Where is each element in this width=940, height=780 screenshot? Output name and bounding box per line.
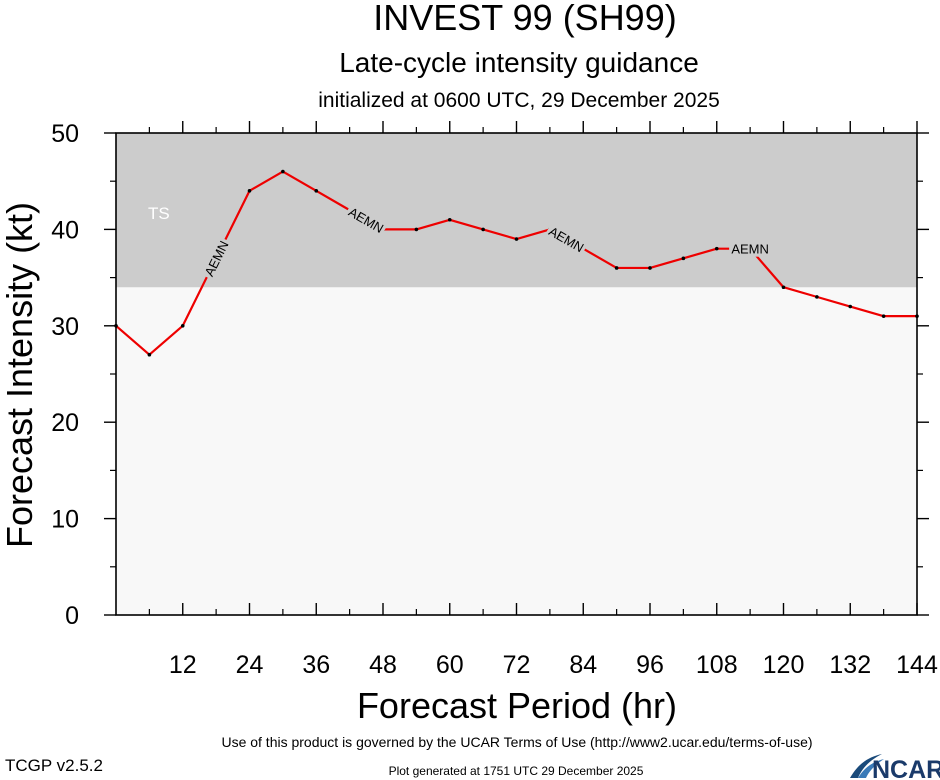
data-point: [815, 295, 819, 299]
x-tick-label: 96: [636, 651, 664, 679]
x-tick-label: 72: [503, 651, 531, 679]
terms-of-use: Use of this product is governed by the U…: [221, 734, 812, 750]
plot-frame: [115, 132, 918, 616]
x-tick-labels: 12 24 36 48 60 72 84 96 108 120 132 144: [169, 651, 938, 679]
x-tick-label: 132: [829, 651, 871, 679]
x-tick-label: 36: [302, 651, 330, 679]
data-point: [414, 227, 419, 232]
y-tick-label: 30: [51, 313, 79, 341]
data-point: [648, 266, 652, 270]
data-point: [180, 324, 185, 328]
data-point: [281, 169, 285, 174]
data-point: [848, 304, 853, 309]
data-point: [247, 189, 252, 193]
data-point: [614, 266, 619, 270]
data-point: [314, 189, 319, 193]
x-tick-label: 48: [369, 651, 397, 679]
x-tick-label: 144: [896, 651, 938, 679]
x-tick-label: 24: [236, 651, 264, 679]
y-tick-label: 40: [51, 216, 79, 244]
series-label-gap: [344, 202, 389, 238]
y-tick-label: 0: [65, 602, 79, 630]
x-tick-label: 84: [569, 651, 597, 679]
chart-init-time: initialized at 0600 UTC, 29 December 202…: [318, 89, 720, 112]
data-point: [447, 217, 452, 222]
series-label: AEMN: [731, 242, 769, 257]
data-point: [681, 256, 686, 261]
ncar-swoosh-icon-2: [858, 759, 884, 778]
data-point: [147, 352, 152, 357]
ncar-swoosh-icon: [850, 754, 882, 778]
y-tick-label: 10: [51, 506, 79, 534]
y-tick-labels: 0 10 20 30 40 50: [51, 120, 79, 630]
ts-band: [116, 133, 917, 288]
x-axis-label: Forecast Period (hr): [357, 685, 677, 726]
series-label-gap: [729, 240, 772, 257]
chart-subtitle: Late-cycle intensity guidance: [339, 47, 699, 78]
generated-time: Plot generated at 1751 UTC 29 December 2…: [389, 764, 644, 778]
x-tick-label: 12: [169, 651, 197, 679]
axis-ticks: [104, 121, 929, 616]
series-label-gap: [544, 221, 589, 257]
y-tick-label: 20: [51, 409, 79, 437]
data-point: [781, 285, 786, 290]
version-label: TCGP v2.5.2: [5, 756, 103, 775]
ncar-logo-text: NCAR: [872, 756, 940, 780]
data-point: [481, 227, 485, 232]
data-point: [714, 246, 719, 251]
chart-title: INVEST 99 (SH99): [373, 0, 676, 38]
data-point: [881, 314, 886, 318]
ts-band-label: TS: [148, 204, 170, 223]
y-tick-label: 50: [51, 120, 79, 148]
y-axis-label: Forecast Intensity (kt): [0, 202, 40, 548]
x-tick-label: 120: [763, 651, 805, 679]
ncar-logo: NCAR: [850, 754, 940, 780]
data-point: [514, 237, 519, 241]
series-label-gap: [199, 235, 233, 281]
x-tick-label: 108: [696, 651, 738, 679]
x-tick-label: 60: [436, 651, 464, 679]
